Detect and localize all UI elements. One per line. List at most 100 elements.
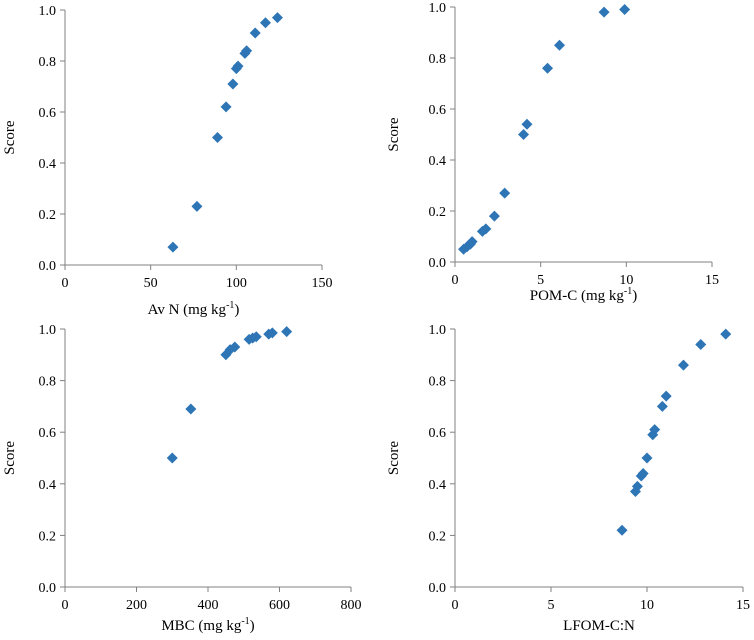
y-axis-title: Score xyxy=(2,441,18,475)
y-axis-title: Score xyxy=(386,441,402,475)
y-axis-title: Score xyxy=(2,120,18,154)
data-point xyxy=(598,6,610,18)
data-point xyxy=(466,236,478,248)
x-tick-label: 5 xyxy=(548,598,555,613)
chart-panel-1: 0.0 0.2 0.4 0.6 0.8 1.0 0 50 100 150 Av N (mg kg-1… xyxy=(2,4,333,318)
data-point xyxy=(259,17,271,29)
x-axis-title-text: LFOM-C:N xyxy=(563,618,635,634)
y-tick-label: 0.6 xyxy=(39,426,57,441)
y-tick-label: 1.0 xyxy=(429,1,447,16)
x-tick-label: 10 xyxy=(640,598,654,613)
data-point xyxy=(649,424,661,436)
y-tick-label: 0.6 xyxy=(429,426,447,441)
x-axis-title: POM-C (mg kg-1) xyxy=(530,286,638,304)
data-point xyxy=(241,45,253,57)
data-point xyxy=(499,187,511,199)
x-tick-label: 200 xyxy=(126,598,147,613)
x-tick-label: 0 xyxy=(62,276,69,291)
data-point xyxy=(220,101,232,113)
y-tick-label: 0.2 xyxy=(429,205,447,220)
data-point xyxy=(656,400,668,412)
x-axis-title-superscript: -1 xyxy=(226,300,234,311)
data-point xyxy=(488,210,500,222)
data-point xyxy=(616,524,628,536)
chart-panel-4: 0.0 0.2 0.4 0.6 0.8 1.0 0 5 10 15 LFOM-C:N Score xyxy=(386,323,750,634)
y-tick-label: 0.4 xyxy=(39,157,57,172)
data-point xyxy=(211,132,223,143)
x-axis-title: Av N (mg kg-1) xyxy=(148,300,240,318)
x-tick-label: 0 xyxy=(62,598,69,613)
data-point xyxy=(232,60,244,72)
x-tick-label: 15 xyxy=(705,273,719,288)
y-tick-label: 0.6 xyxy=(429,103,447,118)
chart-panel-3: 0.0 0.2 0.4 0.6 0.8 1.0 0 200 400 600 800 MBC (mg k… xyxy=(2,323,362,634)
y-axis-title: Score xyxy=(386,117,402,151)
x-axis-title-text: Av N (mg kg xyxy=(148,302,227,318)
data-point xyxy=(271,12,283,24)
data-point xyxy=(660,390,672,402)
data-point xyxy=(166,452,178,464)
x-axis-title-suffix: ) xyxy=(234,302,239,318)
data-point xyxy=(554,39,566,51)
y-tick-label: 0.0 xyxy=(39,581,57,596)
data-point xyxy=(720,328,732,340)
x-tick-label: 50 xyxy=(144,276,158,291)
y-tick-label: 0.0 xyxy=(39,259,57,274)
data-point xyxy=(677,359,689,371)
data-point xyxy=(266,327,278,339)
x-axis-title: MBC (mg kg-1) xyxy=(161,616,254,634)
data-point xyxy=(250,331,262,343)
data-point xyxy=(281,326,293,338)
y-tick-label: 0.8 xyxy=(39,55,57,70)
data-point xyxy=(518,129,530,140)
y-tick-label: 0.0 xyxy=(429,581,447,596)
y-tick-label: 0.4 xyxy=(39,478,57,493)
y-tick-label: 0.8 xyxy=(429,375,447,390)
x-tick-label: 0 xyxy=(452,273,459,288)
data-point xyxy=(637,467,649,479)
x-tick-label: 10 xyxy=(619,273,633,288)
x-tick-label: 600 xyxy=(269,598,290,613)
data-point xyxy=(619,4,631,16)
data-point xyxy=(167,241,179,253)
data-point xyxy=(249,27,261,39)
y-tick-label: 0.4 xyxy=(429,478,447,493)
data-point xyxy=(521,118,533,130)
x-tick-label: 150 xyxy=(312,276,333,291)
x-axis-title-superscript: -1 xyxy=(241,616,249,627)
y-tick-label: 0.4 xyxy=(429,154,447,169)
y-tick-label: 1.0 xyxy=(39,4,57,19)
x-tick-label: 100 xyxy=(226,276,247,291)
x-axis-title-suffix: ) xyxy=(250,618,255,634)
data-point xyxy=(191,200,203,212)
y-tick-label: 1.0 xyxy=(429,323,447,338)
y-tick-label: 0.2 xyxy=(429,529,447,544)
data-point xyxy=(631,480,643,492)
data-point xyxy=(641,452,653,464)
y-tick-label: 0.8 xyxy=(429,52,447,67)
y-tick-label: 0.6 xyxy=(39,106,57,121)
y-tick-label: 0.8 xyxy=(39,375,57,390)
x-tick-label: 5 xyxy=(537,273,544,288)
x-tick-label: 15 xyxy=(736,598,750,613)
data-point xyxy=(695,338,707,350)
y-tick-label: 1.0 xyxy=(39,323,57,338)
chart-panel-2: 0.0 0.2 0.4 0.6 0.8 1.0 0 5 10 15 POM-C (mg kg-1) S… xyxy=(386,1,719,304)
x-axis-title-suffix: ) xyxy=(632,288,637,304)
y-tick-label: 0.2 xyxy=(39,529,57,544)
x-axis-title-superscript: -1 xyxy=(624,286,632,297)
x-axis-title: LFOM-C:N xyxy=(563,618,635,634)
data-point xyxy=(229,341,241,353)
data-point xyxy=(542,62,554,74)
data-point xyxy=(185,403,197,415)
y-tick-label: 0.2 xyxy=(39,208,57,223)
y-tick-label: 0.0 xyxy=(429,256,447,271)
x-tick-label: 800 xyxy=(341,598,362,613)
x-tick-label: 400 xyxy=(198,598,219,613)
data-point xyxy=(480,223,492,235)
x-tick-label: 0 xyxy=(452,598,459,613)
data-point xyxy=(227,78,239,90)
x-axis-title-text: MBC (mg kg xyxy=(161,618,242,634)
x-axis-title-text: POM-C (mg kg xyxy=(530,288,625,304)
